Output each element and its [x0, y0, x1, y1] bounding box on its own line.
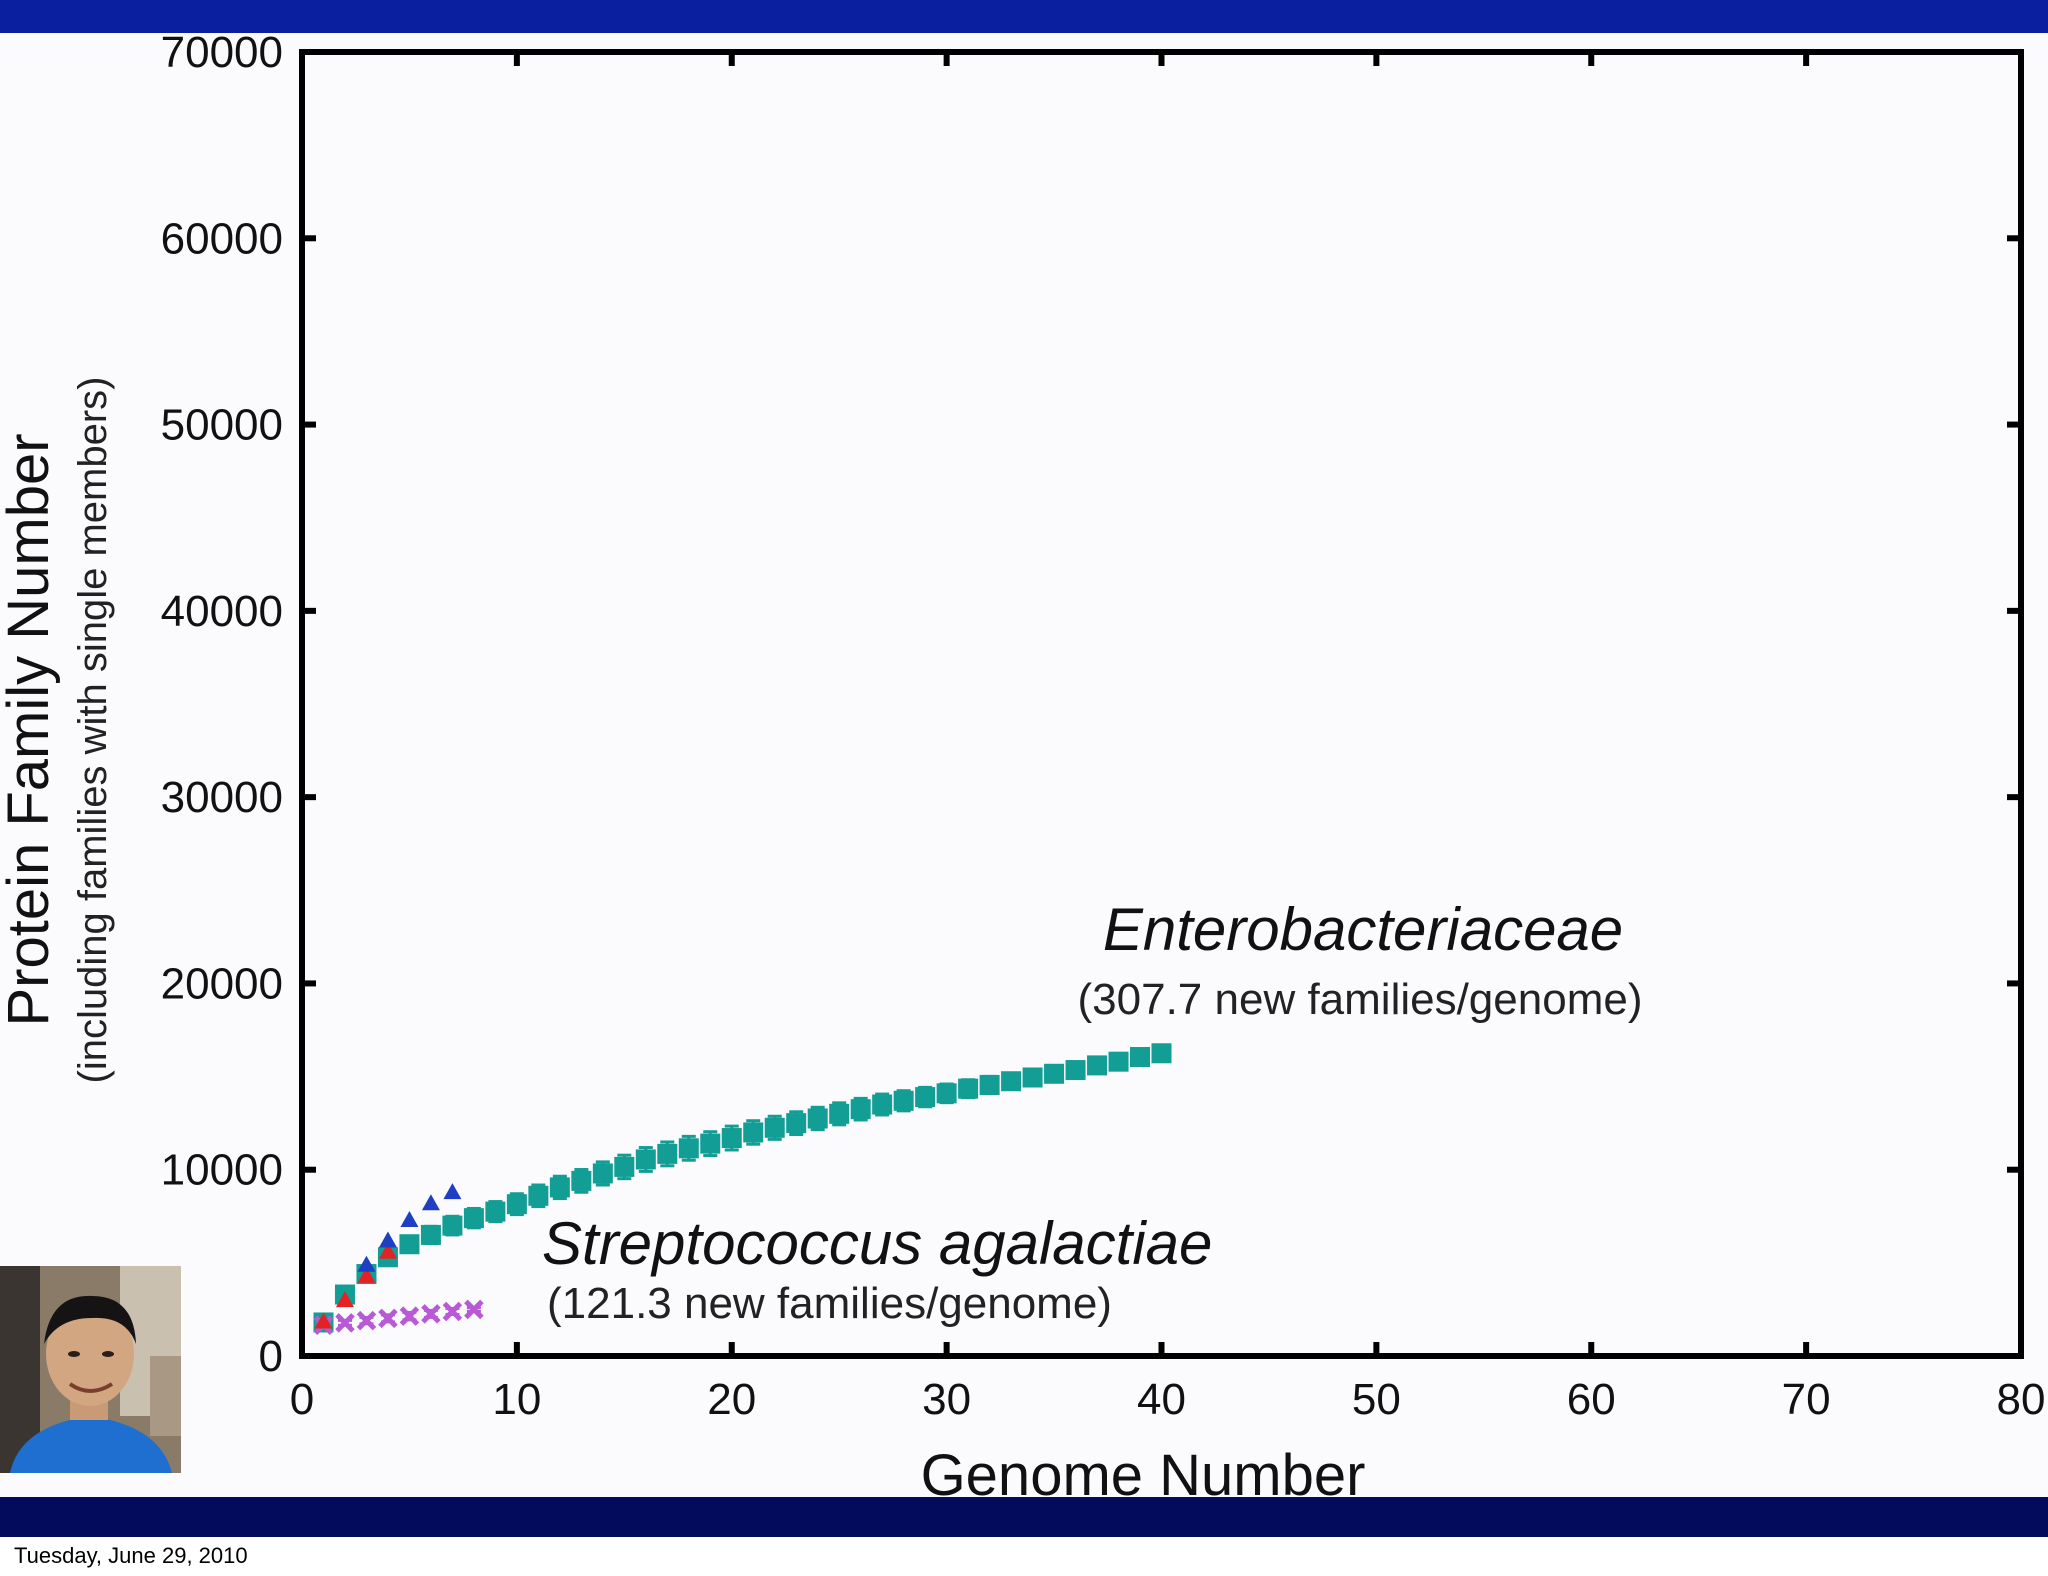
data-point	[1108, 1051, 1129, 1072]
y-tick-label: 60000	[161, 214, 283, 263]
annotation-enterobacteriaceae-name: Enterobacteriaceae	[1103, 896, 1623, 963]
data-point	[549, 1177, 570, 1198]
x-tick-label: 20	[707, 1375, 756, 1424]
bottom-bar	[0, 1497, 2048, 1537]
data-point	[1087, 1055, 1108, 1076]
annotation-streptococcus-rate: (121.3 new families/genome)	[547, 1279, 1112, 1328]
data-point	[979, 1074, 1000, 1095]
chart-ticks: 0 10 20 30 40 50 60 70 80 0 10000 20000 30000 40000 50…	[161, 28, 2046, 1424]
data-point	[786, 1113, 807, 1134]
x-tick-label: 60	[1567, 1375, 1616, 1424]
data-point	[356, 1310, 377, 1331]
data-point	[678, 1138, 699, 1159]
plot-frame	[299, 49, 2024, 1359]
series--e32323	[314, 1242, 397, 1329]
data-point	[528, 1185, 549, 1206]
data-point	[1130, 1047, 1151, 1068]
data-point	[592, 1163, 613, 1184]
data-point	[335, 1313, 355, 1333]
x-tick-label: 30	[922, 1375, 971, 1424]
y-tick-label: 10000	[161, 1146, 283, 1195]
y-tick-label: 30000	[161, 773, 283, 822]
y-tick-label: 40000	[161, 587, 283, 636]
data-point	[721, 1128, 742, 1149]
y-axis-subtitle: (including families with single members)	[71, 377, 115, 1084]
y-tick-label: 50000	[161, 401, 283, 450]
data-point	[764, 1117, 785, 1138]
x-tick-label: 70	[1782, 1375, 1831, 1424]
data-point	[421, 1194, 440, 1211]
x-tick-label: 10	[492, 1375, 541, 1424]
data-point	[915, 1087, 936, 1108]
data-point	[1044, 1063, 1065, 1084]
data-point	[635, 1149, 656, 1170]
data-point	[807, 1108, 828, 1129]
data-point	[700, 1133, 721, 1154]
series-streptococcus-agalactiae	[313, 1299, 484, 1336]
data-point	[571, 1170, 592, 1191]
data-point	[357, 1255, 376, 1272]
x-axis-title: Genome Number	[921, 1443, 1366, 1497]
data-point	[893, 1090, 914, 1111]
data-point	[1001, 1071, 1022, 1092]
data-point	[1022, 1067, 1043, 1088]
footer-date: Tuesday, June 29, 2010	[14, 1543, 248, 1568]
data-point	[463, 1208, 484, 1229]
data-point	[357, 1266, 376, 1283]
data-point	[314, 1312, 333, 1329]
data-point	[335, 1291, 354, 1308]
footer-area	[0, 1537, 2048, 1576]
data-point	[378, 1231, 397, 1248]
chart-marks	[313, 1043, 1172, 1336]
series--1f3fc2	[357, 1183, 462, 1272]
series-enterobacteriaceae	[313, 1043, 1172, 1333]
data-point	[485, 1201, 506, 1222]
annotation-enterobacteriaceae-rate: (307.7 new families/genome)	[1078, 975, 1643, 1024]
data-point	[1065, 1060, 1086, 1081]
data-point	[442, 1215, 463, 1236]
data-point	[400, 1211, 419, 1228]
top-bar	[0, 0, 2048, 33]
y-tick-label: 20000	[161, 959, 283, 1008]
data-point	[378, 1308, 398, 1329]
x-tick-label: 40	[1137, 1375, 1186, 1424]
data-point	[958, 1078, 979, 1099]
x-tick-label: 80	[1997, 1375, 2046, 1424]
y-tick-label: 70000	[161, 28, 283, 77]
y-axis-title: Protein Family Number	[0, 433, 61, 1026]
data-point	[442, 1301, 463, 1322]
data-point	[1151, 1043, 1172, 1064]
slide-background	[0, 33, 2048, 1497]
data-point	[443, 1183, 462, 1200]
data-point	[743, 1122, 764, 1143]
data-point	[399, 1306, 420, 1326]
x-tick-label: 0	[290, 1375, 314, 1424]
y-tick-label: 0	[259, 1332, 283, 1381]
data-point	[872, 1094, 893, 1115]
data-point	[657, 1143, 678, 1164]
presenter-photo-icon	[0, 1266, 181, 1473]
data-point	[850, 1099, 871, 1120]
data-point	[378, 1242, 397, 1259]
data-point	[506, 1194, 527, 1215]
data-point	[421, 1304, 441, 1324]
data-point	[399, 1234, 420, 1255]
annotation-streptococcus-name: Streptococcus agalactiae	[542, 1210, 1212, 1277]
x-tick-label: 50	[1352, 1375, 1401, 1424]
protein-family-chart: 0 10 20 30 40 50 60 70 80 0 10000 20000 30000 40000 50…	[0, 28, 2046, 1497]
data-point	[464, 1299, 484, 1320]
data-point	[829, 1103, 850, 1124]
data-point	[936, 1083, 957, 1104]
data-point	[614, 1156, 635, 1177]
data-point	[420, 1224, 441, 1245]
